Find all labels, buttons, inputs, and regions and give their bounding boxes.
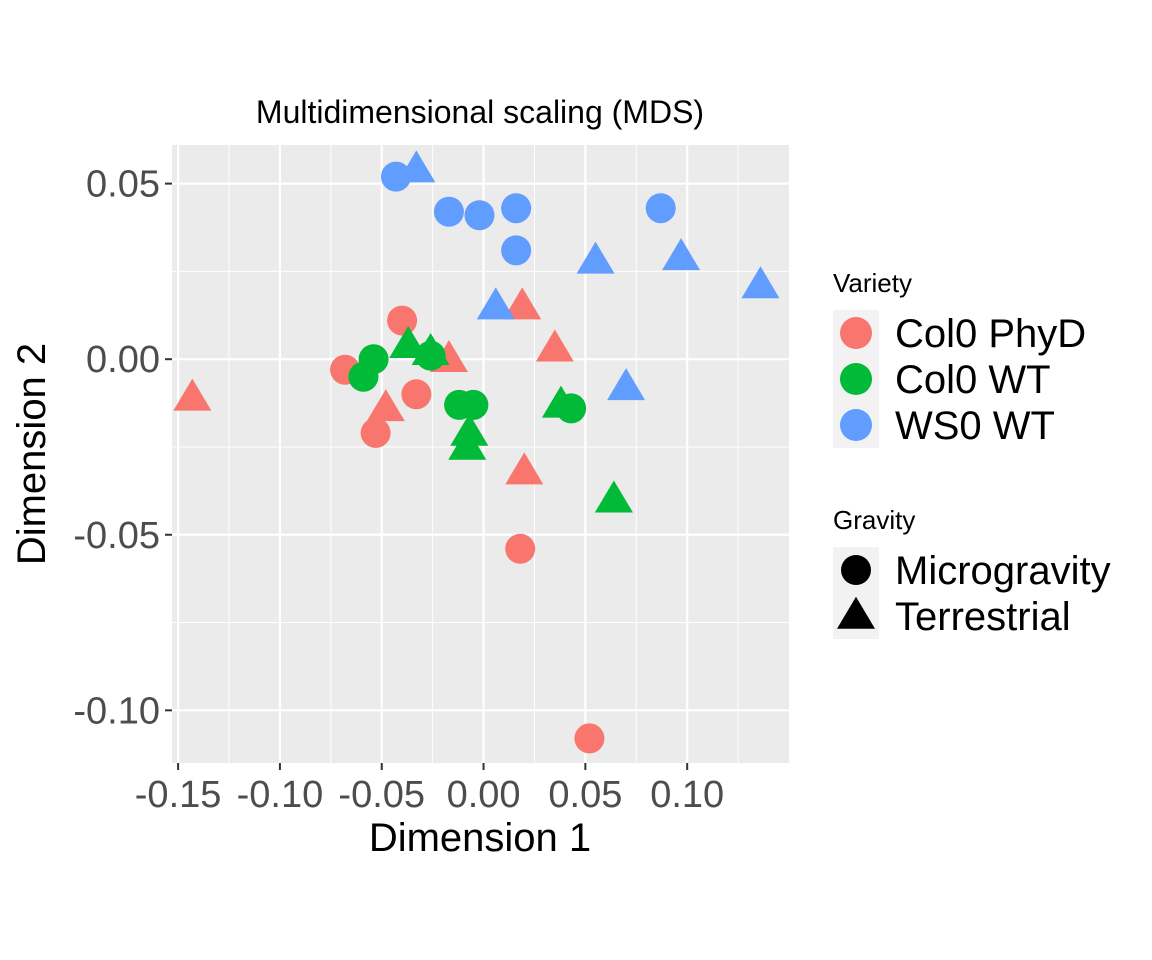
terrestrial-point — [576, 241, 615, 274]
legend-shape-key — [837, 596, 875, 629]
legend-color-key — [840, 409, 872, 441]
legend-variety-title: Variety — [833, 268, 912, 298]
x-tick-label: -0.15 — [135, 774, 222, 816]
y-tick-label: -0.10 — [73, 690, 160, 732]
x-tick-label: 0.05 — [548, 774, 622, 816]
legend-shape-key — [841, 555, 871, 585]
legend-color-label: Col0 PhyD — [895, 312, 1086, 356]
terrestrial-point — [366, 389, 405, 422]
terrestrial-point — [741, 266, 780, 299]
microgravity-point — [464, 200, 495, 231]
grid-lines — [172, 145, 789, 799]
microgravity-point — [387, 305, 418, 336]
legend-shape-label: Terrestrial — [895, 595, 1071, 639]
terrestrial-point — [535, 329, 574, 362]
microgravity-point — [458, 389, 489, 420]
terrestrial-point — [607, 368, 646, 401]
x-tick-label: -0.10 — [237, 774, 324, 816]
terrestrial-point — [503, 287, 542, 320]
x-tick-label: 0.00 — [447, 774, 521, 816]
x-tick-label: -0.05 — [338, 774, 425, 816]
axes: -0.15 -0.10 -0.05 0.00 0.05 0.10 0.05 0.00 -0.05… — [73, 164, 724, 816]
microgravity-point — [401, 379, 432, 410]
microgravity-point — [501, 193, 532, 224]
terrestrial-point — [411, 332, 450, 365]
legend-gravity-title: Gravity — [833, 505, 915, 535]
terrestrial-point — [662, 238, 701, 271]
microgravity-point — [348, 361, 379, 392]
y-tick-label: 0.00 — [86, 339, 160, 381]
x-axis-label: Dimension 1 — [369, 816, 591, 860]
legend-color-key — [840, 363, 872, 395]
terrestrial-point — [448, 427, 487, 460]
microgravity-point — [501, 235, 532, 266]
data-points — [173, 150, 780, 754]
microgravity-point — [645, 193, 676, 224]
y-tick-label: 0.05 — [86, 164, 160, 206]
terrestrial-point — [450, 413, 489, 446]
microgravity-point — [360, 417, 391, 448]
legend-color-label: Col0 WT — [895, 358, 1051, 402]
terrestrial-point — [389, 325, 428, 358]
y-axis-label: Dimension 2 — [10, 343, 54, 565]
legend-shape-label: Microgravity — [895, 549, 1111, 593]
microgravity-point — [505, 533, 536, 564]
terrestrial-point — [541, 385, 580, 418]
x-tick-label: 0.10 — [650, 774, 724, 816]
legend-color-key — [840, 317, 872, 349]
legend-color-label: WS0 WT — [895, 404, 1055, 448]
terrestrial-point — [173, 378, 212, 411]
microgravity-point — [380, 161, 411, 192]
terrestrial-point — [397, 150, 436, 183]
chart-title: Multidimensional scaling (MDS) — [256, 94, 704, 130]
microgravity-point — [574, 723, 605, 754]
y-tick-label: -0.05 — [73, 515, 160, 557]
terrestrial-point — [505, 452, 544, 485]
terrestrial-point — [476, 287, 515, 320]
microgravity-point — [433, 196, 464, 227]
terrestrial-point — [594, 480, 633, 513]
